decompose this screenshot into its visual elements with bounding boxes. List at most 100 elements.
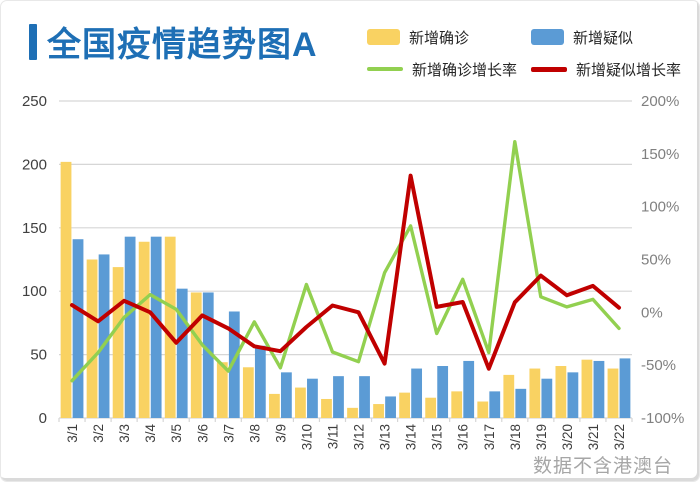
x-axis-tick-label: 3/18 bbox=[508, 424, 523, 450]
confirmed-bar-swatch bbox=[367, 29, 400, 45]
x-axis-tick-label: 3/16 bbox=[456, 424, 471, 450]
legend-item-confirmed-growth-rate: 新增确诊增长率 bbox=[367, 59, 517, 79]
x-axis-ticks bbox=[58, 418, 633, 422]
bar bbox=[112, 267, 124, 418]
bar bbox=[150, 236, 162, 418]
bar bbox=[359, 376, 370, 418]
right-axis-labels: 200% 150% 100% 50% 0% -50% -100% bbox=[641, 93, 684, 427]
bar bbox=[333, 376, 344, 418]
bar bbox=[425, 397, 437, 418]
bar bbox=[72, 239, 84, 418]
bar bbox=[619, 358, 631, 418]
left-axis-labels: 250 200 150 100 50 0 bbox=[22, 93, 47, 427]
x-axis-tick-label: 3/19 bbox=[534, 424, 549, 450]
bar bbox=[437, 366, 449, 418]
x-axis-tick-label: 3/7 bbox=[221, 424, 236, 443]
bar-series-confirmed bbox=[60, 161, 619, 418]
bar bbox=[60, 161, 72, 418]
bar bbox=[411, 368, 423, 418]
x-axis-tick-label: 3/17 bbox=[482, 424, 497, 450]
bar bbox=[399, 392, 411, 418]
bar bbox=[98, 254, 110, 418]
bar bbox=[242, 367, 254, 418]
bar bbox=[280, 372, 292, 418]
bar bbox=[295, 387, 306, 418]
x-axis-tick-label: 3/20 bbox=[560, 424, 575, 450]
bar bbox=[385, 396, 396, 418]
legend-item-suspected-growth-rate: 新增疑似增长率 bbox=[531, 59, 681, 79]
left-axis-tick-label: 0 bbox=[39, 410, 47, 427]
left-axis-tick-label: 150 bbox=[22, 220, 47, 237]
left-axis-tick-label: 100 bbox=[22, 283, 47, 300]
bar bbox=[176, 288, 188, 418]
data-scope-note: 数据不含港澳台 bbox=[532, 456, 673, 477]
confirmed-rate-line-swatch bbox=[367, 67, 403, 71]
rate-line bbox=[70, 173, 621, 371]
bar bbox=[347, 407, 358, 418]
x-axis-tick-label: 3/12 bbox=[352, 424, 367, 450]
suspected-rate-line-swatch bbox=[531, 66, 567, 72]
right-axis-tick-label: -50% bbox=[641, 357, 676, 374]
title-accent-bar bbox=[29, 23, 37, 60]
x-axis-tick-label: 3/10 bbox=[299, 424, 314, 450]
left-axis-tick-label: 200 bbox=[22, 156, 47, 173]
bar-series-suspected bbox=[72, 236, 631, 418]
bar bbox=[216, 362, 228, 418]
x-axis-tick-label: 3/13 bbox=[378, 424, 393, 450]
legend-label: 新增疑似 bbox=[573, 29, 634, 47]
right-axis-tick-label: 150% bbox=[641, 146, 679, 163]
x-axis-tick-label: 3/3 bbox=[117, 424, 132, 443]
bar bbox=[515, 388, 527, 418]
line-confirmed-growth-rate bbox=[70, 139, 621, 383]
x-axis-tick-label: 3/9 bbox=[273, 424, 288, 443]
legend-item-new-suspected: 新增疑似 bbox=[531, 27, 633, 47]
legend-label: 新增确诊增长率 bbox=[412, 61, 518, 79]
bar bbox=[567, 372, 579, 418]
x-axis-tick-label: 3/14 bbox=[404, 424, 419, 451]
left-axis-tick-label: 250 bbox=[22, 93, 47, 110]
bar bbox=[86, 259, 98, 418]
bar bbox=[307, 378, 318, 418]
x-axis-tick-label: 3/4 bbox=[143, 424, 158, 443]
bar bbox=[477, 401, 489, 418]
legend-item-new-confirmed: 新增确诊 bbox=[367, 27, 469, 47]
page-title: 全国疫情趋势图A bbox=[47, 26, 318, 64]
x-axis-tick-label: 3/21 bbox=[586, 424, 601, 450]
left-axis-tick-label: 50 bbox=[30, 347, 47, 364]
bar bbox=[321, 398, 332, 418]
bar bbox=[541, 378, 553, 418]
x-axis-tick-label: 3/6 bbox=[195, 424, 210, 443]
x-axis-tick-label: 3/11 bbox=[325, 424, 340, 449]
bar bbox=[190, 292, 202, 418]
bar bbox=[555, 366, 567, 418]
bar bbox=[503, 374, 515, 418]
bar bbox=[451, 391, 463, 418]
x-axis-labels: 3/1 3/2 3/3 3/4 3/5 3/6 3/7 3/8 3/9 3/10 3/11 3/12 3… bbox=[65, 424, 627, 451]
title-row: 全国疫情趋势图A bbox=[29, 17, 318, 66]
bar bbox=[529, 368, 541, 418]
legend-label: 新增疑似增长率 bbox=[576, 61, 682, 79]
right-axis-tick-label: 50% bbox=[641, 252, 671, 269]
bar bbox=[373, 404, 384, 418]
legend-label: 新增确诊 bbox=[409, 29, 470, 47]
suspected-bar-swatch bbox=[531, 29, 564, 45]
x-axis-tick-label: 3/22 bbox=[612, 424, 627, 450]
bar bbox=[607, 368, 619, 418]
bar bbox=[254, 345, 266, 418]
bar bbox=[593, 360, 605, 418]
bar bbox=[138, 241, 150, 418]
rate-line bbox=[70, 139, 621, 383]
bar bbox=[489, 391, 501, 418]
x-axis-tick-label: 3/1 bbox=[65, 424, 80, 443]
bar bbox=[463, 360, 475, 418]
x-axis-tick-label: 3/8 bbox=[247, 424, 262, 443]
x-axis-tick-label: 3/2 bbox=[91, 424, 106, 443]
bar bbox=[164, 236, 176, 418]
line-suspected-growth-rate bbox=[70, 173, 621, 371]
bar bbox=[124, 236, 136, 418]
bar bbox=[581, 359, 593, 418]
right-axis-tick-label: 0% bbox=[641, 304, 663, 321]
x-axis-tick-label: 3/15 bbox=[430, 424, 445, 450]
bar bbox=[202, 292, 214, 418]
